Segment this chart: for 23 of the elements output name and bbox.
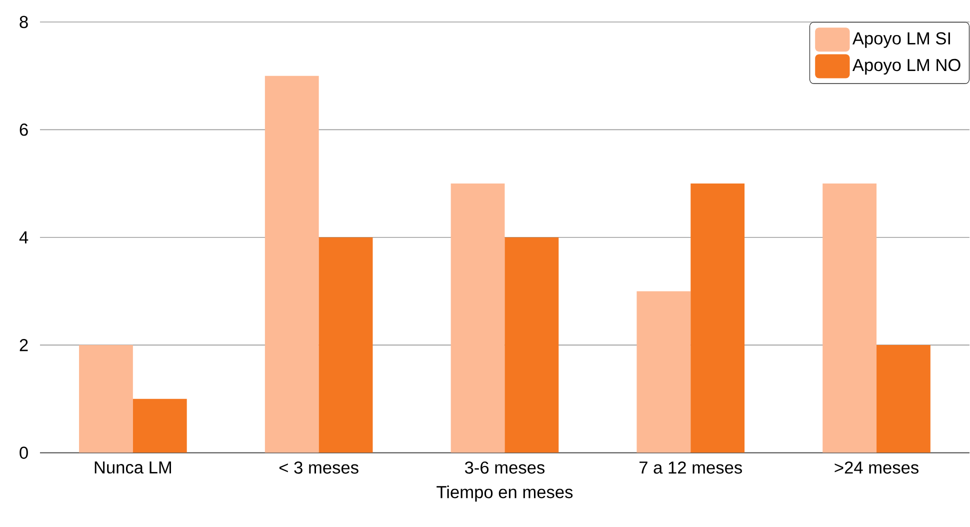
x-tick-label: >24 meses: [834, 462, 918, 474]
x-axis-title: Tiempo en meses: [436, 486, 573, 502]
y-tick-label: 0: [20, 446, 28, 460]
bar: [79, 345, 133, 453]
bar: [264, 76, 319, 453]
bar: [690, 184, 745, 453]
x-tick-label: 7 a 12 meses: [640, 462, 742, 474]
bar: [636, 291, 691, 453]
x-tick-label: Nunca LM: [94, 462, 171, 474]
legend-label: Apoyo LM SI: [852, 32, 950, 48]
x-tick-label: 3-6 meses: [464, 462, 545, 474]
x-tick-label: < 3 meses: [279, 462, 358, 474]
y-tick-label: 8: [20, 16, 28, 28]
bar: [876, 345, 930, 453]
legend-label: Apoyo LM NO: [852, 59, 960, 75]
bar: [318, 238, 373, 453]
y-tick-label: 6: [20, 124, 28, 136]
y-tick-label: 2: [20, 339, 28, 352]
bar: [504, 238, 559, 453]
bar: [450, 184, 505, 453]
bar: [132, 399, 187, 453]
y-tick-label: 4: [19, 232, 28, 244]
bar: [822, 184, 877, 453]
